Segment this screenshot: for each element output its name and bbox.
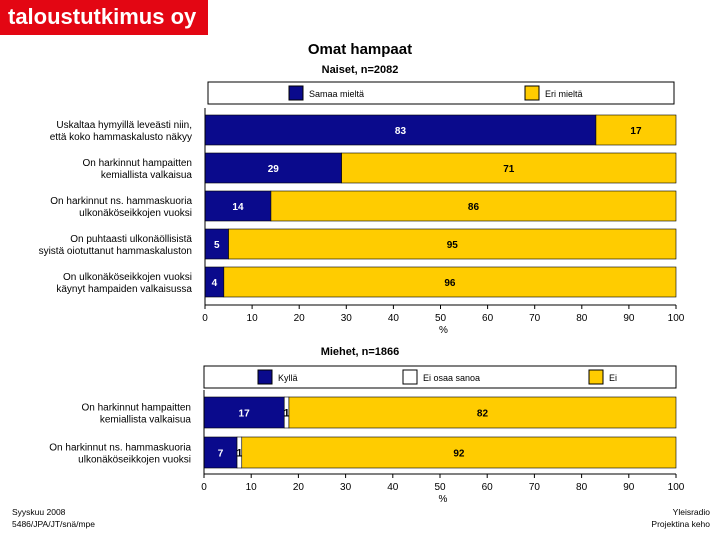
women-category-label: On harkinnut hampaitten <box>82 158 192 169</box>
women-data-label: 5 <box>214 240 220 251</box>
women-data-label: 71 <box>503 164 515 175</box>
women-legend-swatch <box>524 85 540 101</box>
men-x-tick-label: 40 <box>387 482 399 493</box>
footer-client: Yleisradio <box>672 507 710 517</box>
men-category-label: On harkinnut hampaitten <box>81 403 191 414</box>
women-data-label: 95 <box>447 240 459 251</box>
men-data-label: 82 <box>477 409 489 420</box>
women-legend-swatch <box>288 85 304 101</box>
women-x-tick-label: 70 <box>529 313 541 324</box>
men-x-tick-label: 90 <box>623 482 635 493</box>
women-data-label: 83 <box>395 126 407 137</box>
women-x-tick-label: 10 <box>247 313 259 324</box>
men-category-label: ulkonäköseikkojen vuoksi <box>78 455 191 466</box>
men-data-label: 1 <box>284 408 290 420</box>
footer-project: Projektina keho <box>651 519 710 529</box>
men-data-label: 92 <box>453 449 465 460</box>
women-bar-segment <box>223 266 677 298</box>
men-data-label: 17 <box>239 409 251 420</box>
women-x-tick-label: 60 <box>482 313 494 324</box>
chart-subtitle-men: Miehet, n=1866 <box>320 346 400 358</box>
women-bar-segment <box>204 190 272 222</box>
men-x-tick-label: 20 <box>293 482 305 493</box>
men-legend-swatch <box>402 369 418 385</box>
women-x-tick-label: 50 <box>435 313 447 324</box>
women-category-label: kemiallista valkaisua <box>101 170 193 181</box>
women-x-tick-label: 20 <box>294 313 306 324</box>
chart-title: Omat hampaat <box>307 41 413 58</box>
women-bar-segment <box>228 228 677 260</box>
men-x-tick-label: 60 <box>482 482 494 493</box>
company-logo: taloustutkimus oy <box>0 0 208 35</box>
women-data-label: 96 <box>444 278 456 289</box>
women-legend-label: Eri mieltä <box>545 89 583 99</box>
men-legend-box <box>203 365 677 389</box>
men-x-tick-label: 10 <box>246 482 258 493</box>
women-bar-segment <box>341 152 677 184</box>
men-x-tick-label: 30 <box>340 482 352 493</box>
women-data-label: 86 <box>468 202 480 213</box>
women-category-label: On puhtaasti ulkonäöllisistä <box>70 234 192 245</box>
women-legend-box <box>207 81 675 105</box>
women-bar-segment <box>595 114 677 146</box>
men-legend-swatch <box>588 369 604 385</box>
women-category-label: ulkonäköseikkojen vuoksi <box>79 208 192 219</box>
footer-date: Syyskuu 2008 <box>12 507 66 517</box>
women-x-tick-label: 30 <box>341 313 353 324</box>
men-x-tick-label: 50 <box>434 482 446 493</box>
men-x-tick-label: 70 <box>529 482 541 493</box>
women-legend-label: Samaa mieltä <box>309 89 364 99</box>
women-x-tick-label: 40 <box>388 313 400 324</box>
women-data-label: 14 <box>232 202 244 213</box>
men-bar-segment <box>288 396 677 429</box>
men-data-label: 7 <box>218 449 224 460</box>
men-bar-segment <box>203 396 285 429</box>
women-data-label: 17 <box>630 126 642 137</box>
men-legend-label: Ei <box>609 373 617 383</box>
women-category-label: Uskaltaa hymyillä leveästi niin, <box>56 120 192 131</box>
women-x-tick-label: 0 <box>202 313 208 324</box>
men-bar-segment <box>241 436 677 469</box>
men-legend-label: Ei osaa sanoa <box>423 373 480 383</box>
chart-subtitle-women: Naiset, n=2082 <box>321 64 399 76</box>
women-x-tick-label: 100 <box>668 313 685 324</box>
men-category-label: kemiallista valkaisua <box>100 415 192 426</box>
footer-left: Syyskuu 2008 5486/JPA/JT/snä/mpe <box>12 506 95 530</box>
women-bar-segment <box>270 190 677 222</box>
men-x-axis-label: % <box>439 494 448 505</box>
women-category-label: käynyt hampaiden valkaisussa <box>56 284 192 295</box>
women-data-label: 4 <box>212 278 218 289</box>
women-category-label: syistä oiotuttanut hammaskaluston <box>39 246 192 257</box>
women-x-tick-label: 80 <box>576 313 588 324</box>
men-x-tick-label: 0 <box>201 482 207 493</box>
women-x-axis-label: % <box>439 325 448 336</box>
men-legend-label: Kyllä <box>278 373 298 383</box>
men-bar-segment <box>203 436 238 469</box>
men-x-tick-label: 100 <box>668 482 685 493</box>
women-data-label: 29 <box>268 164 280 175</box>
women-category-label: On ulkonäköseikkojen vuoksi <box>63 272 192 283</box>
women-category-label: On harkinnut ns. hammaskuoria <box>50 196 192 207</box>
men-legend-swatch <box>257 369 273 385</box>
footer-code: 5486/JPA/JT/snä/mpe <box>12 519 95 529</box>
men-x-tick-label: 80 <box>576 482 588 493</box>
men-category-label: On harkinnut ns. hammaskuoria <box>49 443 191 454</box>
women-x-tick-label: 90 <box>623 313 635 324</box>
women-category-label: että koko hammaskalusto näkyy <box>50 132 192 143</box>
footer-right: Yleisradio Projektina keho <box>651 506 710 530</box>
women-bar-segment <box>204 114 597 146</box>
men-data-label: 1 <box>236 448 242 460</box>
